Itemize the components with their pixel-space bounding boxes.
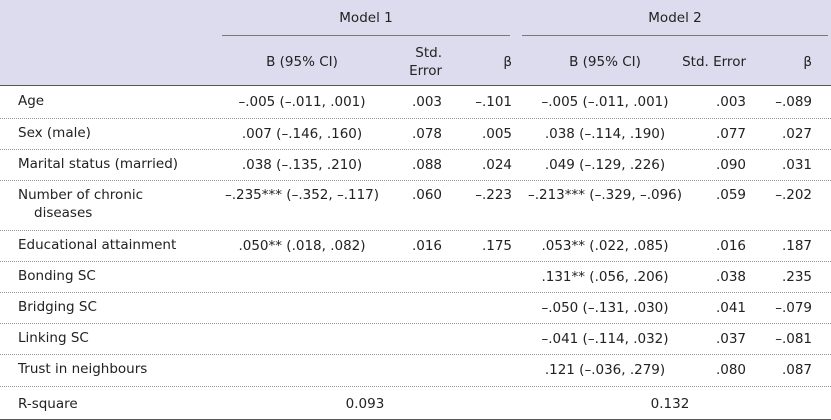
coefficient: –.005 (–.011, .001)	[238, 94, 366, 110]
coefficient: –.050 (–.131, .030)	[541, 299, 669, 316]
coefficient: –.235*** (–.352, –.117)	[224, 187, 380, 203]
std-error: .090	[715, 156, 746, 173]
row-label: Marital status (married)	[18, 156, 179, 172]
row-separator	[0, 323, 831, 324]
beta: –.202	[775, 187, 812, 203]
beta: –.223	[475, 187, 512, 203]
std-error: .038	[715, 268, 746, 285]
std-error: .060	[411, 187, 442, 203]
beta: .187	[781, 237, 812, 254]
coefficient: .131** (.056, .206)	[541, 268, 669, 285]
beta: .031	[781, 156, 812, 173]
std-error: .059	[715, 187, 746, 203]
std-error: .037	[715, 330, 746, 347]
coefficient: .053** (.022, .085)	[541, 237, 669, 254]
coefficient: .007 (–.146, .160)	[241, 125, 363, 142]
row-separator	[0, 261, 831, 262]
coefficient: –.005 (–.011, .001)	[541, 94, 669, 110]
row-separator	[0, 180, 831, 181]
row-label: Educational attainment	[18, 237, 177, 253]
column-header: Std. Error	[409, 45, 442, 79]
beta: .027	[781, 125, 812, 142]
coefficient: –.041 (–.114, .032)	[541, 330, 669, 347]
std-error: .003	[411, 94, 442, 110]
column-header: β	[803, 54, 812, 70]
coefficient: .121 (–.036, .279)	[544, 362, 666, 378]
model-header: Model 2	[648, 10, 702, 26]
beta: .005	[481, 125, 512, 142]
row-label: R-square	[18, 396, 78, 412]
beta: .024	[481, 156, 512, 173]
model-header: Model 1	[339, 10, 393, 26]
row-label: Sex (male)	[18, 125, 91, 141]
std-error: .088	[411, 156, 442, 173]
beta: –.089	[775, 94, 812, 110]
r-square-value: 0.093	[345, 396, 385, 412]
std-error: .078	[411, 125, 442, 142]
beta: –.079	[775, 299, 812, 316]
std-error: .080	[715, 362, 746, 378]
row-separator	[0, 149, 831, 150]
coefficient: .038 (–.135, .210)	[241, 156, 363, 173]
beta: –.081	[775, 330, 812, 347]
header-rule	[522, 35, 828, 36]
column-header: B (95% CI)	[569, 54, 641, 70]
coefficient: .049 (–.129, .226)	[544, 156, 666, 173]
column-header: Std. Error	[682, 54, 746, 70]
row-label: Number of chronic diseases	[18, 187, 144, 221]
std-error: .016	[715, 237, 746, 254]
row-separator	[0, 118, 831, 119]
row-separator	[0, 386, 831, 387]
header-bottom-rule	[0, 85, 831, 86]
beta: .235	[781, 268, 812, 285]
header-background	[0, 0, 831, 85]
std-error: .041	[715, 299, 746, 316]
row-separator	[0, 292, 831, 293]
beta: –.101	[475, 94, 512, 110]
coefficient: .050** (.018, .082)	[238, 237, 366, 254]
r-square-value: 0.132	[650, 396, 690, 412]
row-label: Linking SC	[18, 330, 89, 346]
coefficient: .038 (–.114, .190)	[544, 125, 666, 142]
column-header: B (95% CI)	[266, 54, 338, 70]
std-error: .003	[715, 94, 746, 110]
header-rule	[222, 35, 510, 36]
beta: .175	[481, 237, 512, 254]
row-label: Trust in neighbours	[18, 361, 148, 377]
std-error: .077	[715, 125, 746, 142]
row-label: Bonding SC	[18, 268, 96, 284]
row-label: Bridging SC	[18, 299, 97, 315]
row-label: Age	[18, 93, 45, 109]
row-separator	[0, 354, 831, 355]
beta: .087	[781, 362, 812, 378]
coefficient: –.213*** (–.329, –.096)	[527, 187, 683, 203]
std-error: .016	[411, 237, 442, 254]
column-header: β	[503, 54, 512, 70]
row-separator	[0, 230, 831, 231]
